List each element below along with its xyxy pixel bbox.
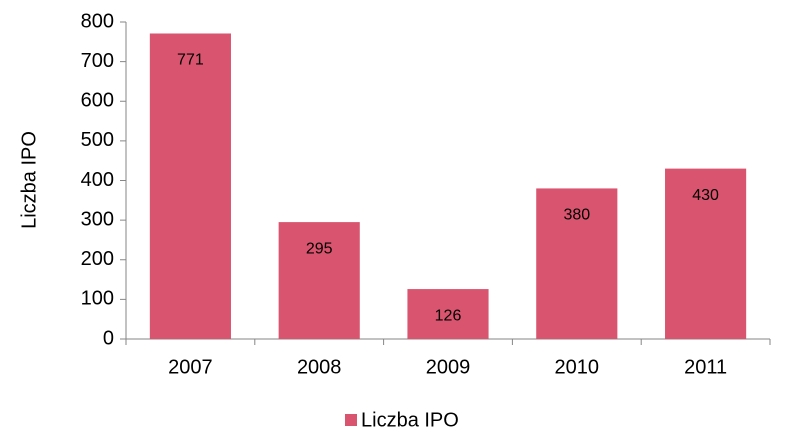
y-tick-label: 400: [81, 169, 114, 191]
data-label: 295: [306, 240, 333, 257]
y-tick-label: 300: [81, 208, 114, 230]
y-tick-label: 0: [103, 327, 114, 349]
x-tick-label: 2009: [426, 356, 471, 378]
legend-label: Liczba IPO: [361, 409, 459, 431]
x-tick-label: 2008: [297, 356, 342, 378]
y-tick-label: 500: [81, 129, 114, 151]
x-tick-label: 2011: [684, 356, 727, 378]
bar: [665, 168, 747, 339]
legend-swatch: [345, 414, 357, 426]
bar: [536, 188, 618, 339]
y-tick-label: 100: [81, 288, 114, 310]
y-tick-label: 600: [81, 90, 114, 112]
y-axis-label: Liczba IPO: [18, 131, 40, 229]
y-tick-label: 800: [81, 10, 114, 32]
y-tick-label: 200: [81, 248, 114, 270]
data-label: 126: [435, 307, 462, 324]
x-tick-label: 2007: [168, 356, 213, 378]
bar: [278, 222, 360, 339]
data-label: 380: [563, 207, 590, 224]
x-tick-label: 2010: [555, 356, 600, 378]
y-tick-label: 700: [81, 50, 114, 72]
data-label: 430: [692, 187, 719, 204]
bar: [407, 289, 489, 339]
bar: [149, 33, 231, 340]
data-label: 771: [177, 52, 204, 69]
